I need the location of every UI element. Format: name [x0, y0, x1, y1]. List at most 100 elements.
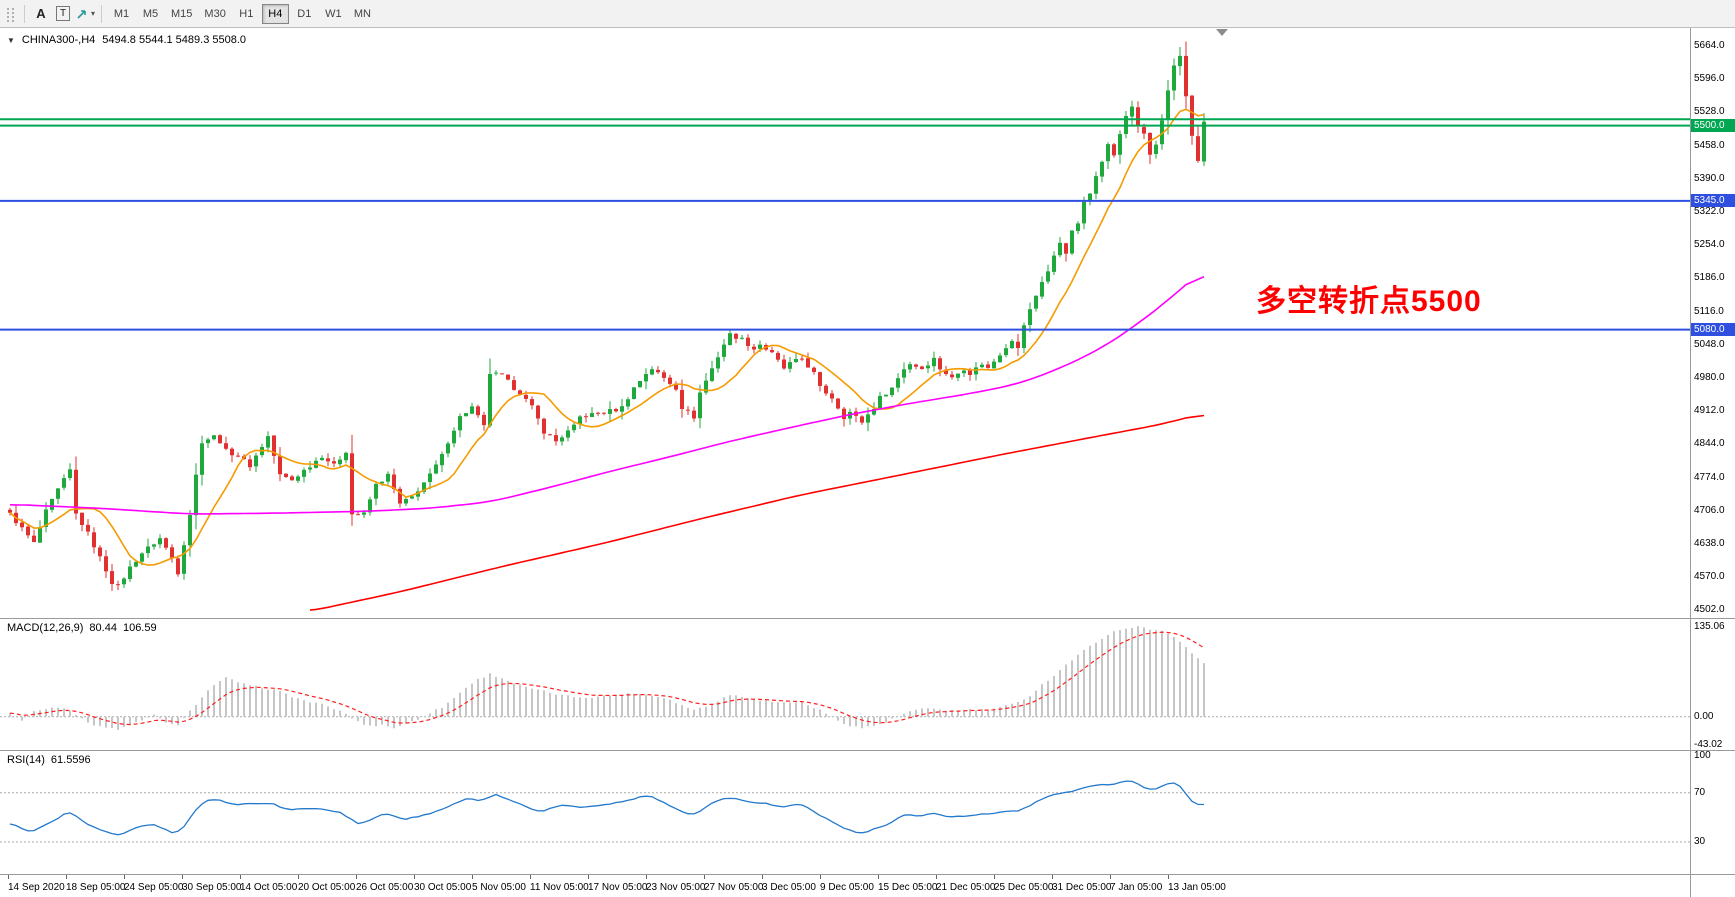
chevron-down-icon[interactable]: ▼	[7, 35, 15, 45]
time-axis-label: 3 Dec 05:00	[762, 882, 816, 893]
timeframe-button-m5[interactable]: M5	[137, 4, 164, 24]
time-tick	[994, 875, 995, 879]
axis-label: -43.02	[1694, 739, 1723, 750]
macd-panel[interactable]: MACD(12,26,9) 80.44 106.59	[0, 619, 1690, 750]
chevron-down-icon: ▾	[91, 9, 96, 18]
time-tick	[936, 875, 937, 879]
toolbar-handle-icon[interactable]	[3, 5, 19, 23]
text-label-tool-button[interactable]: A	[30, 3, 52, 25]
macd-main-value: 80.44	[89, 622, 117, 634]
symbol-period-text: CHINA300-,H4	[21, 34, 96, 46]
axis-label: 4570.0	[1694, 571, 1725, 582]
time-tick	[124, 875, 125, 879]
letter-t-icon: T	[55, 6, 71, 21]
time-axis-label: 30 Oct 05:00	[414, 882, 472, 893]
axis-label: 5186.0	[1694, 272, 1725, 283]
time-tick	[414, 875, 415, 879]
time-axis-label: 23 Nov 05:00	[646, 882, 706, 893]
axis-label: 4844.0	[1694, 438, 1725, 449]
text-tool-button[interactable]: T	[52, 3, 74, 25]
time-axis-label: 25 Dec 05:00	[994, 882, 1054, 893]
time-tick	[1168, 875, 1169, 879]
price-axis[interactable]: 5664.0 5596.0 5528.0 5458.0 5390.0 5322.0 5254…	[1691, 28, 1735, 618]
time-axis-label: 21 Dec 05:00	[936, 882, 996, 893]
time-tick	[472, 875, 473, 879]
macd-name-text: MACD(12,26,9)	[7, 622, 84, 634]
panel-separator[interactable]	[0, 618, 1735, 619]
time-axis-label: 24 Sep 05:00	[124, 882, 184, 893]
time-tick	[704, 875, 705, 879]
timeframe-toolbar: M1 M5 M15 M30 H1 H4 D1 W1 MN	[107, 3, 377, 24]
chart-symbol-label: ▼ CHINA300-,H4 5494.8 5544.1 5489.3 5508…	[7, 34, 246, 46]
axis-label: 5254.0	[1694, 239, 1725, 250]
axis-label: 5596.0	[1694, 73, 1725, 84]
time-axis-label: 17 Nov 05:00	[588, 882, 648, 893]
axis-label: 5322.0	[1694, 206, 1725, 217]
time-tick	[298, 875, 299, 879]
macd-histogram	[9, 626, 1205, 730]
rsi-svg[interactable]	[0, 751, 1690, 874]
macd-label: MACD(12,26,9) 80.44 106.59	[7, 622, 157, 634]
rsi-value-text: 61.5596	[50, 754, 91, 766]
time-tick	[1110, 875, 1111, 879]
rsi-line	[9, 780, 1205, 836]
macd-svg[interactable]	[0, 619, 1690, 750]
time-axis-label: 20 Oct 05:00	[298, 882, 356, 893]
rsi-axis[interactable]: 100 70 30	[1691, 750, 1735, 874]
axis-label: 5528.0	[1694, 106, 1725, 117]
time-tick	[820, 875, 821, 879]
grid-dots-icon	[7, 7, 14, 22]
time-axis-label: 15 Dec 05:00	[878, 882, 938, 893]
axis-label: 5116.0	[1694, 306, 1724, 317]
time-tick	[8, 875, 9, 879]
axis-label: 100	[1694, 750, 1711, 761]
axis-label: 5048.0	[1694, 339, 1725, 350]
ma-slow-line	[309, 414, 1205, 611]
panel-separator[interactable]	[0, 750, 1735, 751]
chart-annotation[interactable]: 多空转折点5500	[1256, 285, 1482, 318]
timeframe-button-w1[interactable]: W1	[320, 4, 347, 24]
arrow-shape-icon	[77, 9, 86, 19]
timeframe-button-mn[interactable]: MN	[349, 4, 376, 24]
time-axis-label: 14 Sep 2020	[8, 882, 65, 893]
ma-mid-line	[9, 275, 1205, 515]
price-chart-panel[interactable]: ▼ CHINA300-,H4 5494.8 5544.1 5489.3 5508…	[0, 28, 1690, 618]
timeframe-button-m1[interactable]: M1	[108, 4, 135, 24]
time-tick	[878, 875, 879, 879]
axis-label: 5390.0	[1694, 173, 1725, 184]
letter-a-icon: A	[36, 6, 46, 21]
timeframe-button-h4[interactable]: H4	[261, 3, 289, 24]
timeframe-button-d1[interactable]: D1	[291, 4, 318, 24]
price-tag-5080.0: 5080.0	[1691, 323, 1735, 336]
time-axis-label: 14 Oct 05:00	[240, 882, 298, 893]
macd-signal-value: 106.59	[122, 622, 157, 634]
arrows-tool-button[interactable]: ▾	[74, 3, 96, 25]
time-tick	[530, 875, 531, 879]
time-tick	[182, 875, 183, 879]
timeframe-button-h1[interactable]: H1	[233, 4, 260, 24]
axis-label: 0.00	[1694, 711, 1714, 722]
axis-separator	[1690, 28, 1691, 897]
axis-label: 5458.0	[1694, 140, 1725, 151]
time-tick	[356, 875, 357, 879]
axis-label: 5664.0	[1694, 40, 1725, 51]
time-tick	[1052, 875, 1053, 879]
time-axis-label: 5 Nov 05:00	[472, 882, 526, 893]
toolbar-separator	[101, 4, 103, 23]
time-axis[interactable]: 14 Sep 2020 18 Sep 05:00 24 Sep 05:00 30 Se…	[0, 875, 1735, 897]
time-tick	[762, 875, 763, 879]
macd-axis[interactable]: 135.06 0.00 -43.02	[1691, 619, 1735, 750]
timeframe-button-m30[interactable]: M30	[199, 4, 230, 24]
price-chart-svg[interactable]	[0, 28, 1690, 618]
time-axis-label: 7 Jan 05:00	[1110, 882, 1163, 893]
macd-signal-line	[9, 631, 1205, 726]
toolbar: A T ▾ M1 M5 M15 M30 H1 H4 D1 W1 MN	[0, 0, 1735, 28]
timeframe-button-m15[interactable]: M15	[166, 4, 197, 24]
axis-label: 4980.0	[1694, 372, 1725, 383]
time-axis-label: 11 Nov 05:00	[530, 882, 589, 893]
rsi-panel[interactable]: RSI(14) 61.5596	[0, 751, 1690, 874]
ma-fast-line	[9, 108, 1205, 566]
chart-shift-marker[interactable]	[1216, 29, 1228, 36]
candlestick-series	[8, 41, 1206, 591]
